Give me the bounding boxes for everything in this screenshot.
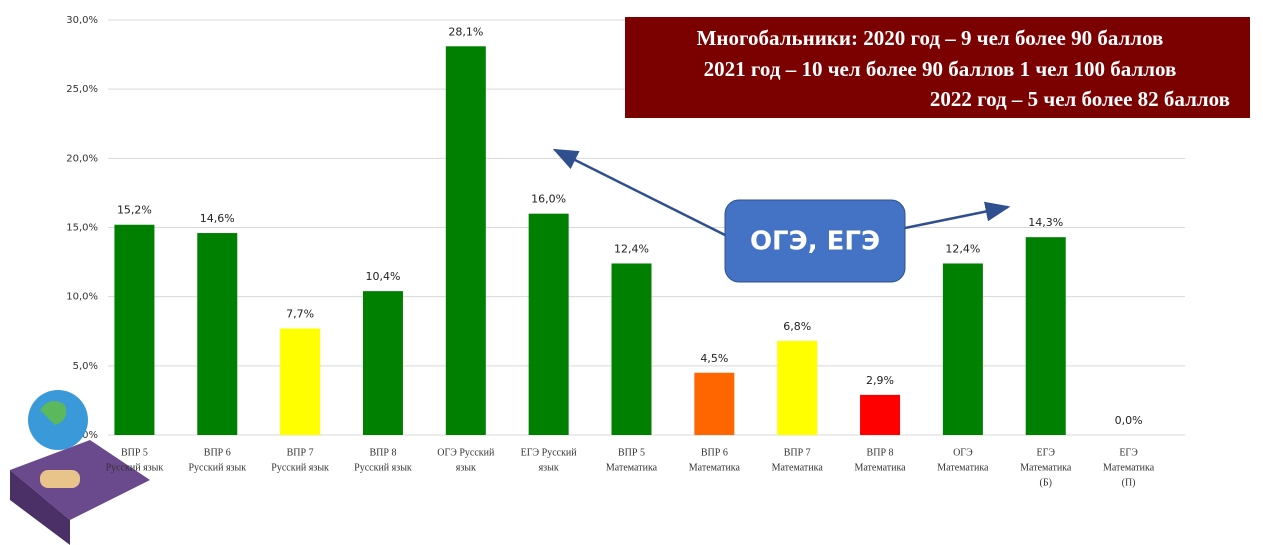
x-tick-label: ВПР 8 xyxy=(867,447,894,458)
bar xyxy=(1025,237,1066,435)
x-tick-label: (П) xyxy=(1122,477,1136,488)
arrow xyxy=(552,148,726,237)
info-line: 2022 год – 5 чел более 82 баллов xyxy=(930,87,1230,111)
bar xyxy=(280,328,321,435)
value-label: 0,0% xyxy=(1115,414,1143,427)
value-label: 10,4% xyxy=(365,270,400,283)
value-label: 4,5% xyxy=(700,352,728,365)
x-tick-label: Математика xyxy=(1103,462,1155,473)
value-label: 2,9% xyxy=(866,374,894,387)
x-tick-label: Русский язык xyxy=(354,462,412,473)
bar xyxy=(694,372,735,435)
y-tick-label: 30,0% xyxy=(66,15,98,26)
value-label: 14,3% xyxy=(1028,216,1063,229)
x-tick-label: ЕГЭ Русский xyxy=(521,447,578,458)
x-tick-label: ОГЭ xyxy=(953,447,973,458)
y-tick-label: 20,0% xyxy=(66,153,98,164)
bar xyxy=(114,224,155,435)
bar xyxy=(362,291,403,435)
value-label: 28,1% xyxy=(448,25,483,38)
x-tick-label: ЕГЭ xyxy=(1036,447,1055,458)
y-tick-label: 0,0% xyxy=(73,430,98,441)
x-tick-label: ВПР 7 xyxy=(287,447,314,458)
value-label: 15,2% xyxy=(117,204,152,217)
value-label: 16,0% xyxy=(531,193,566,206)
value-label: 6,8% xyxy=(783,320,811,333)
illustration xyxy=(10,390,150,545)
bar xyxy=(611,263,652,435)
x-tick-label: Математика xyxy=(772,462,824,473)
x-tick-label: ОГЭ Русский xyxy=(437,447,495,458)
x-tick-label: Математика xyxy=(854,462,906,473)
callout-text: ОГЭ, ЕГЭ xyxy=(750,227,880,257)
bar xyxy=(942,263,983,435)
x-tick-label: Математика xyxy=(606,462,658,473)
x-tick-label: Математика xyxy=(937,462,989,473)
x-tick-label: Русский язык xyxy=(106,462,164,473)
x-tick-label: язык xyxy=(539,462,559,473)
y-tick-label: 25,0% xyxy=(66,84,98,95)
bar xyxy=(777,340,818,435)
value-label: 12,4% xyxy=(945,242,980,255)
arrow xyxy=(904,201,1011,230)
x-tick-label: язык xyxy=(456,462,476,473)
x-tick-label: Математика xyxy=(689,462,741,473)
x-tick-label: ВПР 5 xyxy=(121,447,148,458)
bar xyxy=(860,394,901,435)
info-line: Многобальники: 2020 год – 9 чел более 90… xyxy=(697,26,1164,50)
bar xyxy=(528,213,569,435)
x-tick-label: Русский язык xyxy=(271,462,329,473)
info-box xyxy=(625,17,1250,118)
y-tick-label: 10,0% xyxy=(66,292,98,303)
x-tick-label: Математика xyxy=(1020,462,1072,473)
y-tick-label: 5,0% xyxy=(73,361,98,372)
bar xyxy=(197,233,238,435)
x-tick-label: ВПР 6 xyxy=(204,447,231,458)
x-tick-label: Русский язык xyxy=(188,462,246,473)
x-tick-label: ВПР 8 xyxy=(369,447,396,458)
value-label: 12,4% xyxy=(614,242,649,255)
bar xyxy=(445,46,486,436)
x-tick-label: ЕГЭ xyxy=(1119,447,1138,458)
value-label: 14,6% xyxy=(200,212,235,225)
y-tick-label: 15,0% xyxy=(66,223,98,234)
x-tick-label: (Б) xyxy=(1040,477,1052,488)
callout-box xyxy=(724,199,906,283)
x-tick-label: ВПР 7 xyxy=(784,447,811,458)
info-line: 2021 год – 10 чел более 90 баллов 1 чел … xyxy=(704,57,1177,81)
value-label: 7,7% xyxy=(286,307,314,320)
x-tick-label: ВПР 6 xyxy=(701,447,728,458)
x-tick-label: ВПР 5 xyxy=(618,447,645,458)
